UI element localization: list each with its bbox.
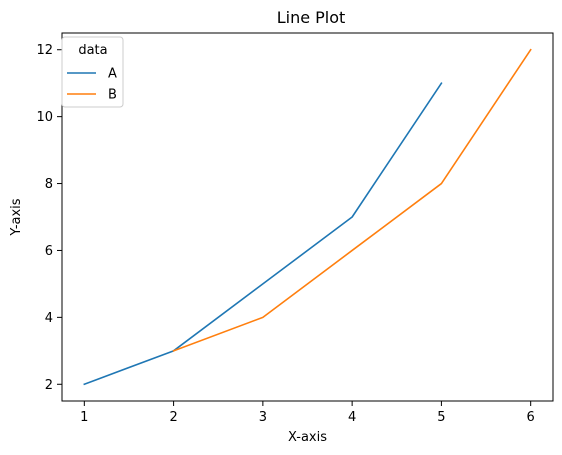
x-tick-label: 4 [348,410,356,425]
y-tick-label: 12 [36,43,53,58]
x-tick-label: 5 [437,410,445,425]
series-layer [83,48,532,386]
y-axis: 2 4 6 8 10 12 [36,43,62,393]
legend-title: data [78,43,107,58]
series-line-b [172,48,532,352]
plot-area [61,32,554,402]
x-tick-label: 1 [80,410,88,425]
plot-frame [61,32,554,402]
legend-label-a: A [108,67,117,82]
x-tick-label: 2 [169,410,177,425]
legend-box [61,36,124,108]
x-axis-label: X-axis [288,430,327,445]
legend: data AB [61,36,124,108]
y-tick-label: 2 [45,378,53,393]
x-tick-label: 6 [527,410,535,425]
legend-label-b: B [108,88,117,103]
series-line-a [83,82,443,386]
y-tick-label: 4 [45,311,53,326]
x-tick-label: 3 [259,410,267,425]
y-tick-label: 6 [45,244,53,259]
y-tick-label: 10 [36,110,53,125]
y-axis-label: Y-axis [9,198,24,236]
chart-title: Line Plot [277,8,346,27]
x-axis: 1 2 3 4 5 6 [80,401,535,425]
legend-items: AB [67,67,117,103]
y-tick-label: 8 [45,177,53,192]
